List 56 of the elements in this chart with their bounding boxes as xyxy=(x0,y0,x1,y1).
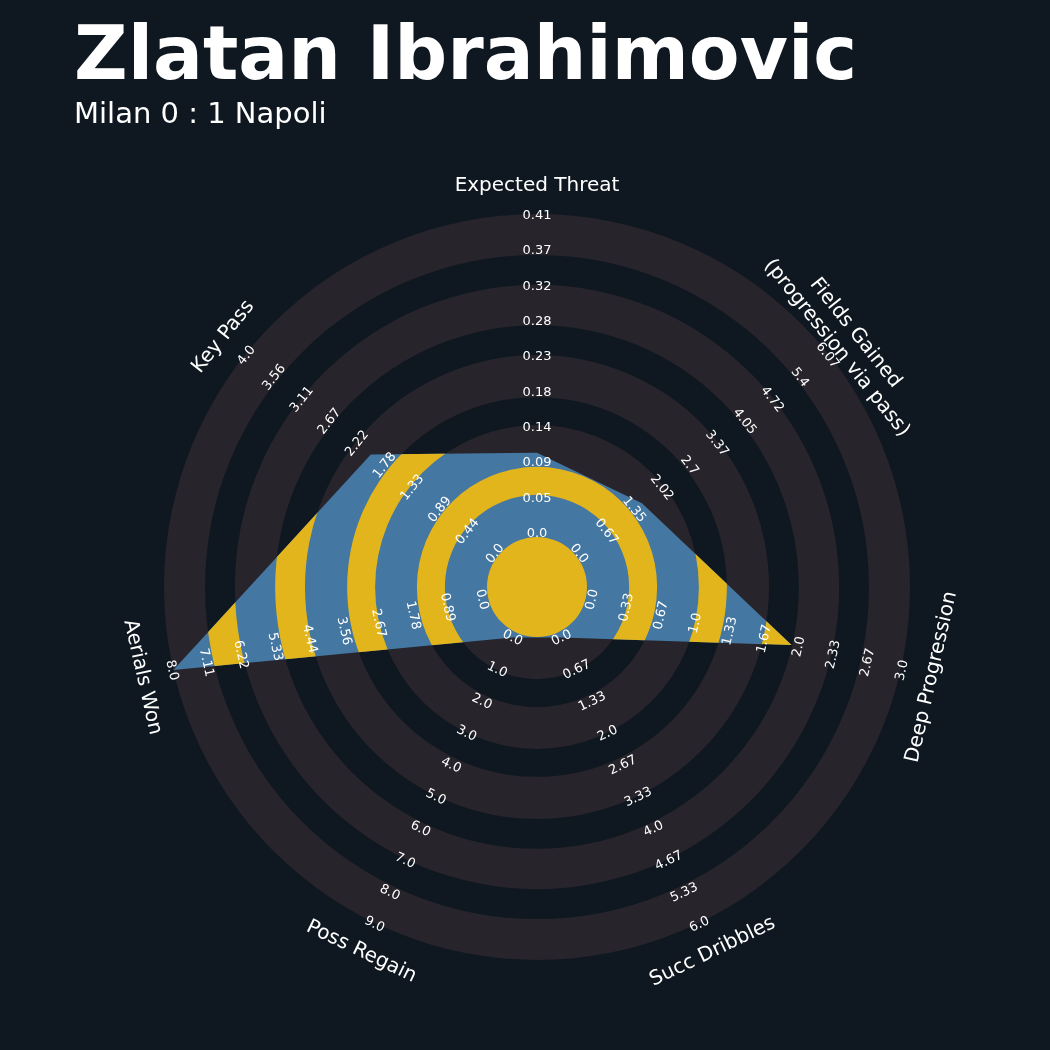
text: 4.44 xyxy=(300,622,322,655)
text: 4.0 xyxy=(640,816,666,839)
text: 3.56 xyxy=(335,614,357,647)
text: 0.0 xyxy=(500,625,526,648)
text: 0.09 xyxy=(522,453,552,469)
text: 0.0 xyxy=(481,539,507,566)
text: 0.33 xyxy=(614,591,636,623)
text: 7.11 xyxy=(197,646,219,678)
text: 0.0 xyxy=(473,587,493,611)
text: 0.0 xyxy=(526,524,548,540)
text: 1.67 xyxy=(752,622,774,655)
text: 0.0 xyxy=(581,587,601,611)
text: 5.33 xyxy=(266,630,288,663)
text: 4.0 xyxy=(233,341,258,368)
text: 3.0 xyxy=(891,658,911,682)
text: 5.0 xyxy=(423,784,450,807)
text: 9.0 xyxy=(362,911,388,935)
text: 0.67 xyxy=(559,655,593,682)
text: 0.14 xyxy=(522,418,552,434)
text: 0.23 xyxy=(522,347,552,363)
spoke-label: Expected Threat xyxy=(454,172,620,196)
text: 3.33 xyxy=(621,782,654,809)
text: 0.67 xyxy=(649,599,671,631)
text: 4.67 xyxy=(651,846,685,873)
text: 2.33 xyxy=(821,638,843,671)
text: 4.0 xyxy=(439,752,465,776)
text: 3.0 xyxy=(454,720,480,744)
text: 8.0 xyxy=(377,879,404,903)
text: 0.18 xyxy=(522,383,552,399)
text: 2.7 xyxy=(678,451,703,478)
text: 1.33 xyxy=(717,614,739,647)
text: 5.33 xyxy=(667,878,700,905)
text: 6.22 xyxy=(231,638,253,671)
text: 0.89 xyxy=(438,591,460,623)
text: 2.0 xyxy=(787,634,807,659)
text: 0.28 xyxy=(522,312,552,328)
text: 2.67 xyxy=(369,607,391,639)
text: 0.0 xyxy=(567,539,593,566)
text: 2.67 xyxy=(605,750,639,777)
text: 0.32 xyxy=(522,277,552,293)
text: 2.0 xyxy=(469,688,496,712)
text: 1.0 xyxy=(684,611,704,635)
text: 0.41 xyxy=(522,206,552,222)
text: 0.37 xyxy=(522,241,552,257)
text: 5.4 xyxy=(788,363,814,390)
text: 1.0 xyxy=(485,657,511,680)
chart-subtitle: Milan 0 : 1 Napoli xyxy=(74,96,327,130)
text: 0.0 xyxy=(548,625,574,648)
text: 8.0 xyxy=(163,658,183,682)
text: 1.78 xyxy=(403,599,425,631)
text: 6.0 xyxy=(408,816,434,839)
text: 1.33 xyxy=(575,687,608,714)
text: 7.0 xyxy=(393,848,419,871)
text: 2.67 xyxy=(855,646,877,678)
text: 2.0 xyxy=(594,720,620,744)
chart-title: Zlatan Ibrahimovic xyxy=(74,10,858,96)
